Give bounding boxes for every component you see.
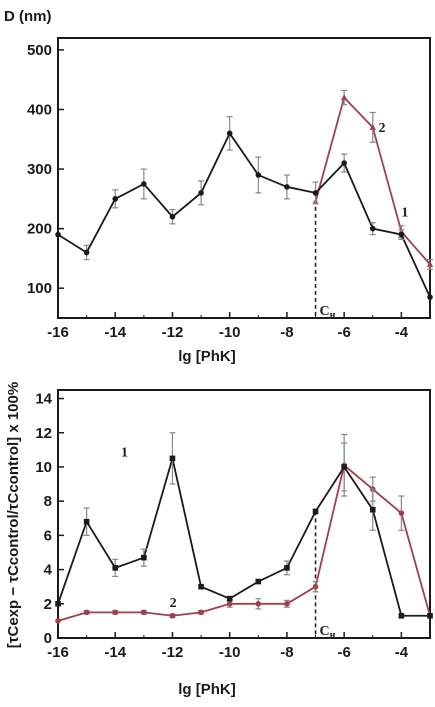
cn-annotation: Cн <box>320 624 336 641</box>
y-tick-label: 6 <box>44 527 52 544</box>
series-1-point <box>55 231 61 238</box>
x-tick-label: -4 <box>395 324 409 341</box>
series-2-line <box>57 463 431 622</box>
series-1-point <box>398 612 405 619</box>
x-tick-label: -10 <box>219 644 241 661</box>
series-2-point <box>83 609 90 616</box>
series-1-point <box>198 583 204 590</box>
series-1-point <box>226 130 233 137</box>
series-1-point <box>284 184 290 190</box>
x-axis-label-bottom: lg [PhK] <box>178 681 236 698</box>
series-2-point <box>141 609 147 616</box>
series-2-point <box>226 600 233 607</box>
series-1-line <box>57 131 431 298</box>
y-tick-label: 12 <box>35 425 52 442</box>
x-tick-label: -12 <box>162 324 184 341</box>
series-2-point <box>169 612 176 619</box>
x-tick-label: -8 <box>280 644 293 661</box>
y-tick-label: 500 <box>27 42 52 59</box>
series-1-line <box>57 458 430 617</box>
series-1-label: 1 <box>401 206 408 221</box>
series-2-point <box>55 618 61 624</box>
y-tick-label: 8 <box>44 493 52 510</box>
y-tick-label: 0 <box>44 630 52 647</box>
x-tick-label: -16 <box>47 324 69 341</box>
series-1-point <box>112 196 119 202</box>
series-2-point <box>398 510 405 516</box>
series-1-point <box>141 181 147 187</box>
series-1-label: 1 <box>121 446 128 461</box>
y-tick-label: 10 <box>35 459 52 476</box>
plot-frame-bottom <box>57 389 431 639</box>
y-tick-label: 200 <box>27 221 52 238</box>
x-tick-label: -4 <box>395 644 409 661</box>
series-1-point <box>255 578 262 585</box>
x-tick-label: -12 <box>162 644 184 661</box>
y-tick-label: 300 <box>27 161 52 178</box>
series-2-point <box>284 600 290 607</box>
x-tick-label: -6 <box>337 324 350 341</box>
series-1-point <box>141 554 147 561</box>
plot-area-top: -16 -14 -12 -10 -8 -6 -4 100 200 300 400 500 Cн 1 2 <box>27 42 434 341</box>
plot-frame-top <box>57 37 431 319</box>
y-tick-label: 14 <box>35 391 52 408</box>
chart-top: D (nm) -16 -14 -12 -10 -8 -6 -4 100 200 300 400 500… <box>4 8 434 365</box>
series-1-point <box>83 249 90 256</box>
y-tick-label: 100 <box>27 280 52 297</box>
series-2-point <box>312 583 319 590</box>
y-tick-label: 2 <box>44 596 52 613</box>
series-2-point <box>340 94 348 101</box>
series-1-point <box>398 231 405 238</box>
cn-annotation: Cн <box>320 304 336 321</box>
series-1-point <box>427 612 433 619</box>
x-tick-label: -14 <box>104 324 126 341</box>
series-1-point <box>341 160 347 166</box>
x-tick-label: -16 <box>47 644 69 661</box>
series-2-point <box>255 600 262 607</box>
series-1-point <box>369 225 376 232</box>
series-1-point <box>169 455 176 462</box>
y-tick-label: 400 <box>27 101 52 118</box>
y-axis-label-bottom: [τCexp − τCcontrol/τCcontrol] x 100% <box>5 382 22 648</box>
series-1-point <box>55 600 61 607</box>
series-2-point <box>426 260 434 267</box>
series-1-point <box>312 508 319 515</box>
series-1-point <box>169 213 176 220</box>
series-1-point <box>312 190 319 196</box>
x-tick-label: -14 <box>104 644 126 661</box>
series-2-point <box>198 609 204 616</box>
x-axis-label-top: lg [PhK] <box>178 348 236 365</box>
series-1-point <box>255 172 262 178</box>
series-1-point <box>83 518 90 525</box>
series-1-point <box>284 565 290 571</box>
y-axis-label-top: D (nm) <box>4 8 52 25</box>
series-2-point <box>369 123 376 130</box>
y-tick-label: 4 <box>44 562 53 579</box>
x-tick-label: -6 <box>337 644 350 661</box>
x-tick-label: -10 <box>219 324 241 341</box>
x-tick-label: -8 <box>280 324 293 341</box>
series-2-label: 2 <box>378 121 385 136</box>
series-1-point <box>427 294 433 300</box>
series-2-point <box>112 609 119 616</box>
series-1-point <box>112 565 119 571</box>
series-1-point <box>198 190 204 196</box>
series-2-label: 2 <box>170 596 177 611</box>
series-1-point <box>226 595 233 602</box>
series-1-point <box>369 506 376 513</box>
series-1-point <box>341 464 347 470</box>
